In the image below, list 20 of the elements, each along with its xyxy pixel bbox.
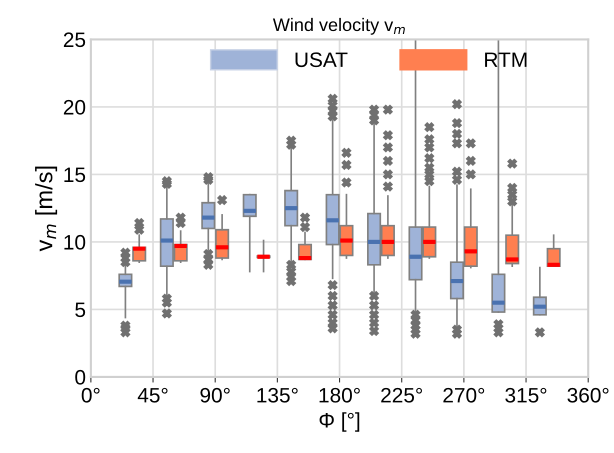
y-tick-label: 10 xyxy=(64,234,86,250)
x-tick-label: 180° xyxy=(320,388,360,403)
x-tick-label: 45° xyxy=(138,388,168,403)
y-tick-label: 25 xyxy=(64,32,86,48)
x-tick-label: 90° xyxy=(200,388,230,403)
x-tick-label: 270° xyxy=(443,388,484,403)
y-tick-label: 0 xyxy=(75,370,86,385)
x-tick-label: 315° xyxy=(505,388,546,403)
y-tick-label: 20 xyxy=(64,100,86,115)
legend-label: USAT xyxy=(296,52,348,68)
chart-title: Wind velocity v$_{m}$ xyxy=(272,18,405,35)
x-axis-title: Φ [°] xyxy=(320,412,360,432)
y-axis-title: v$_{m}$ [m/s] xyxy=(35,166,58,252)
x-tick-label: 135° xyxy=(257,388,298,403)
y-tick-label: 5 xyxy=(75,302,86,318)
y-tick-label: 15 xyxy=(64,168,86,182)
legend-label: RTM xyxy=(485,52,526,67)
x-tick-label: 0° xyxy=(82,388,100,403)
x-tick-label: 360° xyxy=(567,388,609,403)
x-tick-label: 225° xyxy=(381,388,422,403)
